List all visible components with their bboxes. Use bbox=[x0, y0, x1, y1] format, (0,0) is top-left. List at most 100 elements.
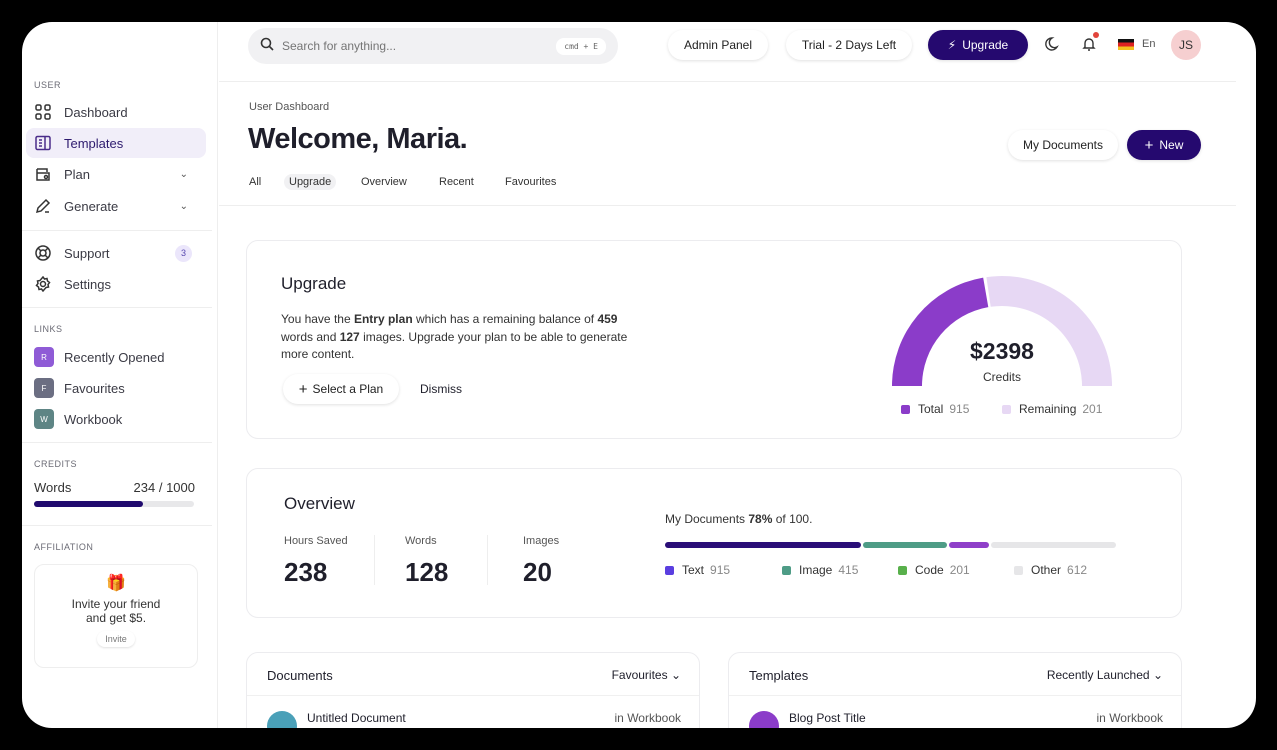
support-badge: 3 bbox=[175, 244, 192, 262]
overview-card: Overview Hours Saved 238 Words 128 Images 2… bbox=[246, 468, 1182, 618]
divider bbox=[729, 695, 1181, 696]
gear-icon bbox=[34, 275, 52, 293]
template-row-title[interactable]: Blog Post Title bbox=[789, 711, 866, 725]
legend-swatch bbox=[898, 565, 907, 575]
legend-swatch bbox=[1002, 404, 1011, 414]
divider bbox=[487, 535, 488, 585]
sidebar-item-label: Settings bbox=[64, 276, 111, 292]
documents-filter-dropdown[interactable]: Favourites ⌄ bbox=[611, 668, 681, 682]
link-label: Favourites bbox=[64, 380, 125, 396]
templates-title: Templates bbox=[749, 668, 809, 683]
legend-text: Text 915 bbox=[665, 563, 730, 577]
section-label-user: USER bbox=[34, 80, 62, 90]
sidebar-item-label: Dashboard bbox=[64, 104, 128, 120]
link-favourites[interactable]: F Favourites bbox=[26, 373, 206, 403]
breadcrumb: User Dashboard bbox=[249, 101, 330, 113]
sidebar-item-generate[interactable]: Generate ⌄ bbox=[26, 191, 206, 221]
chevron-down-icon[interactable]: ⌄ bbox=[179, 168, 188, 180]
document-row-title[interactable]: Untitled Document bbox=[307, 711, 406, 725]
tab-recent[interactable]: Recent bbox=[439, 176, 474, 188]
usage-segment-other bbox=[991, 542, 1116, 548]
link-workbook[interactable]: W Workbook bbox=[26, 404, 206, 434]
wallet-icon bbox=[34, 165, 52, 183]
upgrade-label: Upgrade bbox=[962, 38, 1009, 52]
legend-image: Image 415 bbox=[782, 563, 858, 577]
credits-name: Words bbox=[34, 480, 72, 495]
divider bbox=[22, 230, 212, 231]
divider bbox=[22, 442, 212, 443]
plus-icon: + bbox=[298, 380, 308, 398]
link-avatar: R bbox=[34, 347, 54, 367]
my-documents-button[interactable]: My Documents bbox=[1008, 130, 1118, 160]
divider bbox=[374, 535, 375, 585]
gift-icon: 🎁 bbox=[106, 575, 126, 592]
search-input[interactable] bbox=[282, 39, 557, 53]
lifebuoy-icon bbox=[34, 244, 52, 262]
template-row-location: in Workbook bbox=[1096, 711, 1163, 725]
chevron-down-icon: ⌄ bbox=[670, 668, 681, 682]
plus-icon: + bbox=[1144, 136, 1154, 154]
sidebar-item-templates[interactable]: Templates bbox=[26, 128, 206, 158]
search-shortcut: cmd + E bbox=[556, 37, 606, 55]
link-label: Workbook bbox=[64, 411, 123, 427]
sidebar-item-plan[interactable]: Plan ⌄ bbox=[26, 159, 206, 189]
tab-upgrade[interactable]: Upgrade bbox=[284, 174, 337, 190]
search-bar[interactable]: cmd + E bbox=[248, 28, 618, 64]
sidebar-item-label: Generate bbox=[64, 198, 119, 214]
pencil-icon bbox=[34, 197, 52, 215]
credits-amount: $2398 bbox=[970, 338, 1034, 364]
divider bbox=[247, 695, 699, 696]
link-avatar: W bbox=[34, 409, 54, 429]
legend-swatch bbox=[665, 565, 674, 575]
templates-card: Templates Recently Launched ⌄ Blog Post … bbox=[728, 652, 1182, 728]
gauge-total-arc bbox=[892, 277, 989, 386]
usage-segment-code bbox=[949, 542, 990, 548]
tab-favourites[interactable]: Favourites bbox=[505, 176, 557, 188]
new-label: New bbox=[1159, 138, 1184, 152]
invite-button[interactable]: Invite bbox=[97, 631, 135, 647]
select-plan-button[interactable]: + Select a Plan bbox=[283, 374, 399, 404]
sidebar-item-label: Plan bbox=[64, 166, 91, 182]
stat-images: Images 20 bbox=[523, 535, 560, 587]
legend-code: Code 201 bbox=[898, 563, 970, 577]
credits-label: Credits bbox=[982, 370, 1021, 384]
new-button[interactable]: + New bbox=[1127, 130, 1201, 160]
document-avatar bbox=[267, 711, 297, 728]
bell-icon[interactable] bbox=[1081, 32, 1099, 57]
legend-remaining: Remaining 201 bbox=[1002, 402, 1102, 416]
invite-card: 🎁 Invite your friend and get $5. Invite bbox=[34, 564, 198, 668]
document-icon bbox=[34, 134, 52, 152]
language-selector[interactable]: En bbox=[1142, 38, 1156, 50]
trial-button[interactable]: Trial - 2 Days Left bbox=[786, 30, 912, 60]
documents-usage-bar bbox=[665, 542, 1116, 548]
upgrade-button[interactable]: ⚡︎ Upgrade bbox=[928, 30, 1028, 60]
sidebar-item-label: Templates bbox=[64, 135, 124, 151]
tab-overview[interactable]: Overview bbox=[361, 176, 407, 188]
tab-all[interactable]: All bbox=[249, 176, 262, 188]
link-avatar: F bbox=[34, 378, 54, 398]
search-icon bbox=[260, 37, 274, 56]
grid-icon bbox=[34, 103, 52, 121]
upgrade-title: Upgrade bbox=[281, 274, 347, 293]
sidebar: USER Dashboard Templates Plan ⌄ Generate ⌄… bbox=[22, 22, 218, 728]
credits-progress bbox=[34, 501, 194, 507]
documents-usage-text: My Documents 78% of 100. bbox=[665, 512, 813, 526]
avatar[interactable]: JS bbox=[1171, 30, 1201, 60]
dismiss-button[interactable]: Dismiss bbox=[420, 382, 462, 396]
chevron-down-icon[interactable]: ⌄ bbox=[179, 200, 188, 212]
sidebar-item-dashboard[interactable]: Dashboard bbox=[26, 97, 206, 127]
stat-words: Words 128 bbox=[405, 535, 449, 587]
section-label-affiliation: AFFILIATION bbox=[34, 542, 94, 552]
admin-panel-button[interactable]: Admin Panel bbox=[668, 30, 768, 60]
sidebar-item-support[interactable]: Support 3 bbox=[26, 238, 206, 268]
legend-swatch bbox=[782, 565, 791, 575]
moon-icon[interactable] bbox=[1043, 36, 1059, 57]
overview-title: Overview bbox=[284, 494, 355, 513]
legend-total: Total 915 bbox=[901, 402, 969, 416]
germany-flag-icon[interactable] bbox=[1118, 39, 1134, 50]
stat-hours-saved: Hours Saved 238 bbox=[284, 535, 348, 587]
templates-filter-dropdown[interactable]: Recently Launched ⌄ bbox=[1046, 668, 1163, 682]
link-recently-opened[interactable]: R Recently Opened bbox=[26, 342, 206, 372]
credits-gauge bbox=[892, 276, 1112, 386]
sidebar-item-settings[interactable]: Settings bbox=[26, 269, 206, 299]
